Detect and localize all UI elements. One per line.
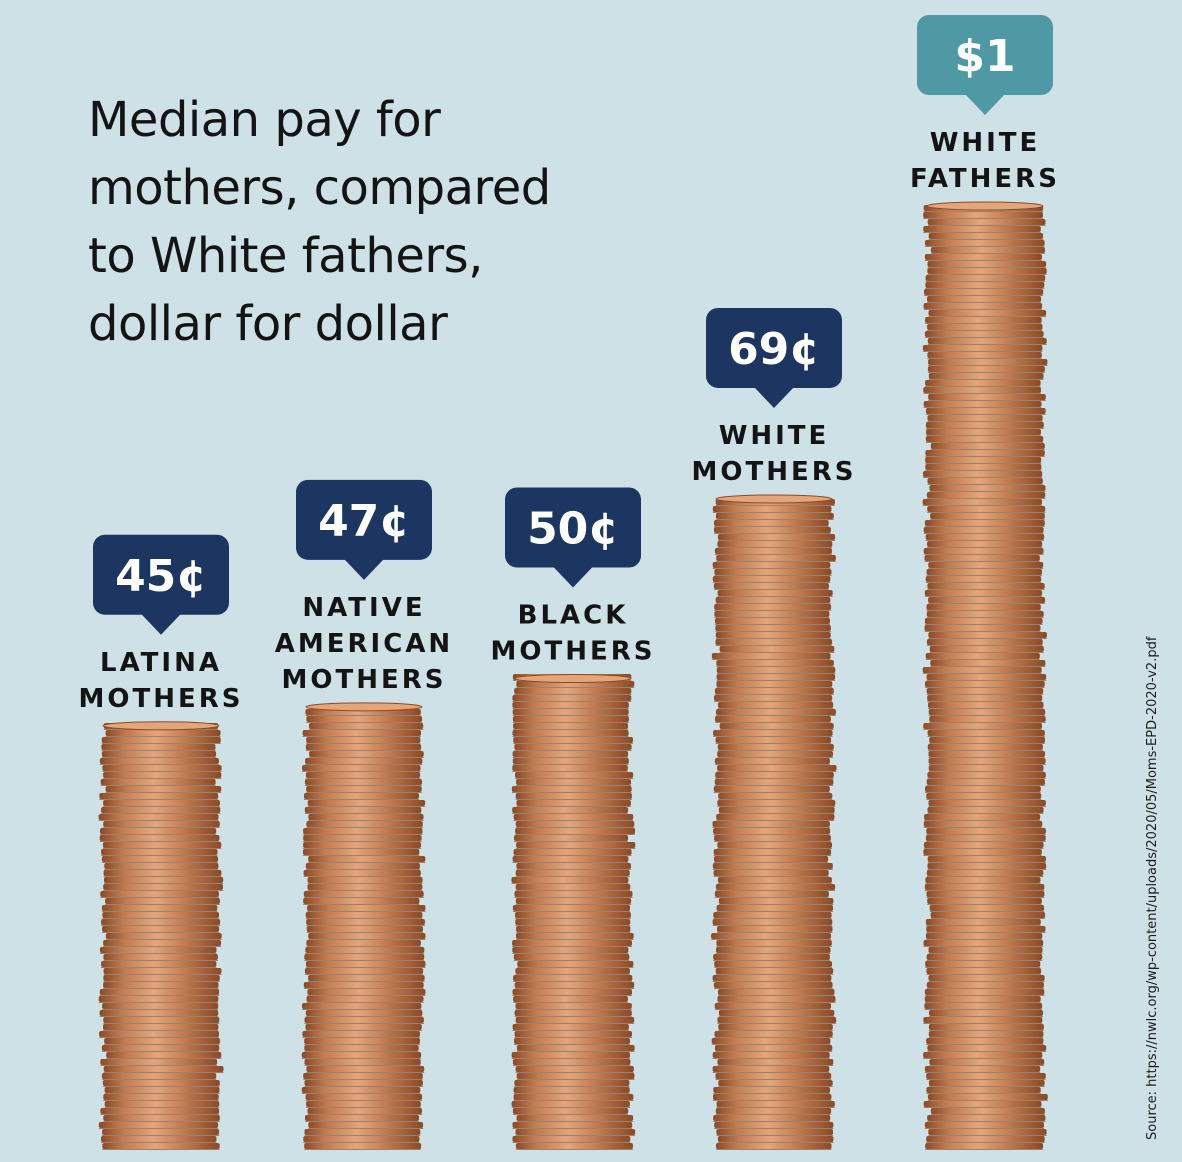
value-callout: 69¢ bbox=[706, 307, 842, 408]
category-label: MOTHERS bbox=[491, 637, 656, 667]
coin-stack-bar bbox=[511, 674, 636, 1150]
value-callout: 47¢ bbox=[296, 479, 432, 580]
category-label: MOTHERS bbox=[692, 457, 857, 487]
chart-title-line-2: mothers, compared bbox=[88, 160, 551, 216]
category-label: MOTHERS bbox=[282, 665, 447, 695]
category-label: NATIVE bbox=[302, 593, 425, 623]
value-label: 50¢ bbox=[527, 504, 619, 555]
value-callout: $1 bbox=[917, 15, 1053, 115]
category-label: LATINA bbox=[100, 648, 222, 678]
category-label: FATHERS bbox=[910, 164, 1060, 194]
coin-stack-bar bbox=[301, 702, 426, 1150]
chart-title-line-1: Median pay for bbox=[88, 92, 441, 148]
chart-title-line-3: to White fathers, bbox=[88, 228, 483, 284]
category-label: AMERICAN bbox=[275, 629, 453, 659]
source-note: Source: https://nwlc.org/wp-content/uplo… bbox=[1145, 636, 1160, 1140]
category-label: WHITE bbox=[719, 421, 830, 451]
value-label: 47¢ bbox=[318, 496, 410, 547]
coin-stack-bar bbox=[922, 201, 1048, 1150]
value-label: 45¢ bbox=[115, 551, 207, 602]
category-label: BLACK bbox=[518, 601, 629, 631]
value-label: 69¢ bbox=[728, 324, 820, 375]
coin-stack-bar bbox=[98, 721, 224, 1150]
chart-title-line-4: dollar for dollar bbox=[88, 296, 448, 352]
category-label: MOTHERS bbox=[79, 684, 244, 714]
chart-title: Median pay for mothers, compared to Whit… bbox=[88, 86, 648, 358]
value-callout: 50¢ bbox=[505, 487, 641, 588]
category-label: WHITE bbox=[930, 128, 1041, 158]
value-label: $1 bbox=[954, 31, 1015, 82]
coin-stack-bar bbox=[711, 494, 837, 1150]
value-callout: 45¢ bbox=[93, 534, 229, 635]
